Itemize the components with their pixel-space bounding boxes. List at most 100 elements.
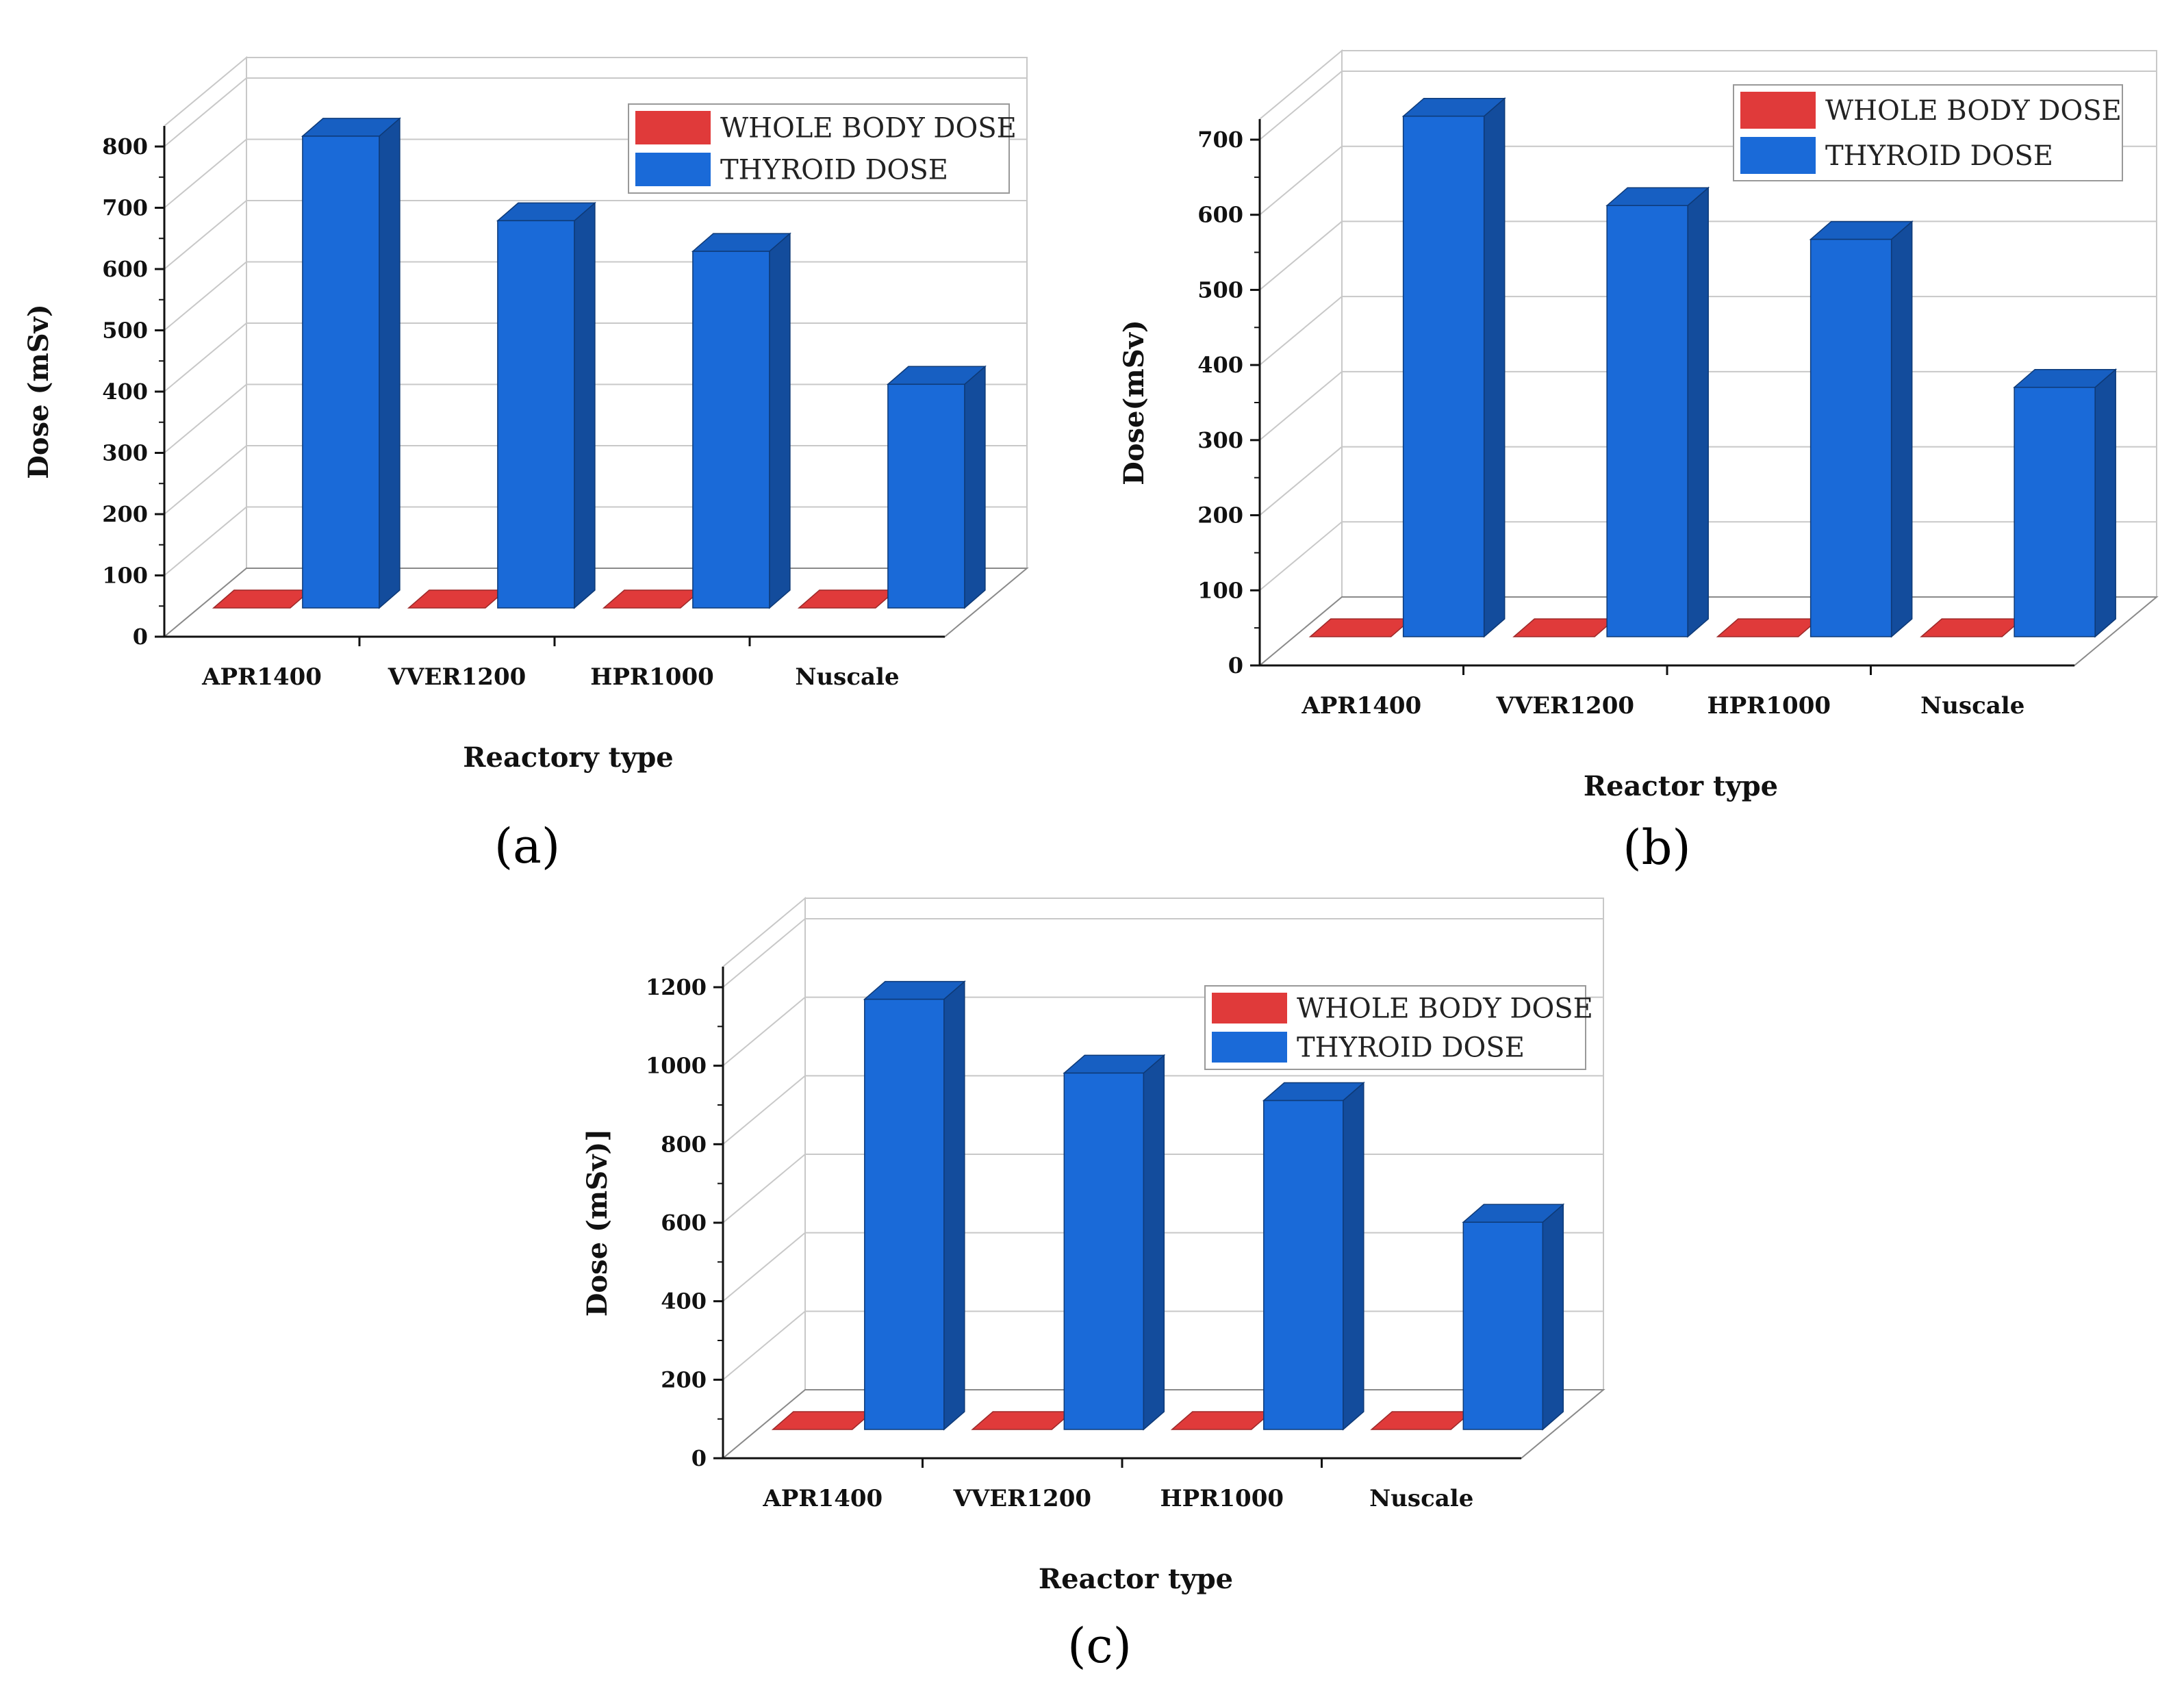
y-tick-label: 100 — [102, 563, 148, 589]
gridline-side — [164, 77, 247, 147]
y-tick-label: 1000 — [646, 1053, 707, 1079]
y-tick-label: 200 — [102, 501, 148, 527]
gridline-side — [164, 383, 247, 454]
bar-front-face — [692, 251, 770, 609]
gridline-side — [1259, 71, 1343, 140]
legend: WHOLE BODY DOSE THYROID DOSE — [1733, 84, 2123, 181]
y-tick-label: 800 — [661, 1131, 707, 1157]
bar-side-face — [379, 117, 401, 609]
y-axis-title: Dose(mSv) — [1118, 320, 1150, 485]
bar-side-face — [769, 232, 791, 609]
legend-label: WHOLE BODY DOSE — [1297, 993, 1593, 1025]
y-tick-label: 600 — [102, 256, 148, 282]
legend-label: WHOLE BODY DOSE — [1825, 95, 2122, 127]
gridline-side — [1259, 220, 1343, 291]
y-tick-label: 400 — [661, 1288, 707, 1314]
bar-side-face — [1343, 1081, 1364, 1431]
x-tick-label: Nuscale — [1920, 692, 2024, 720]
bar-thyroid-nuscale — [1462, 1203, 1565, 1431]
bar-thyroid-vver1200 — [1063, 1054, 1166, 1431]
y-tick-label: 0 — [133, 624, 148, 650]
legend-swatch — [1212, 993, 1287, 1024]
panel-caption: (b) — [1623, 819, 1690, 876]
x-axis-title: Reactory type — [463, 741, 674, 774]
x-tick-label: HPR1000 — [1707, 692, 1831, 720]
chart-panel-b: 0 100 200 300 400 500 600 700 APR1400 VVER1200 HPR… — [1118, 49, 2159, 876]
x-tick-label: APR1400 — [1301, 692, 1421, 720]
bar-thyroid-nuscale — [886, 365, 987, 609]
y-axis-title: Dose (mSv) — [23, 304, 55, 479]
chart-panel-a: 0 100 200 300 400 500 600 700 800 APR1400 VVER1200… — [23, 55, 1029, 874]
gridline-side — [1259, 145, 1343, 216]
x-tick-label: Nuscale — [1369, 1485, 1473, 1512]
y-tick-label: 300 — [102, 440, 148, 466]
bar-front-face — [2014, 386, 2096, 637]
y-tick-label: 700 — [1197, 127, 1243, 153]
bar-thyroid-apr1400 — [1401, 97, 1506, 638]
panel-caption: (a) — [494, 818, 560, 874]
gridline-side — [722, 1154, 806, 1223]
x-tick-label: VVER1200 — [388, 663, 526, 691]
gridline-side — [722, 1310, 806, 1381]
bar-front-face — [1063, 1072, 1145, 1430]
gridline-side — [722, 1232, 806, 1302]
y-tick-label: 300 — [1197, 427, 1243, 453]
gridline-side — [164, 138, 247, 209]
gridline-side — [722, 918, 806, 988]
legend-swatch — [1740, 92, 1816, 129]
bar-side-face — [1542, 1203, 1564, 1431]
chart-panel-c: 0 200 400 600 800 1000 1200 APR1400 VVER1200 HPR1… — [581, 896, 1605, 1674]
x-tick-label: APR1400 — [201, 663, 322, 691]
bar-front-face — [302, 136, 380, 609]
y-axis-title: Dose (mSv)] — [581, 1129, 613, 1317]
bar-side-face — [574, 201, 596, 609]
bar-thyroid-hpr1000 — [1809, 220, 1914, 638]
y-tick-label: 200 — [1197, 503, 1243, 529]
bar-side-face — [943, 980, 965, 1431]
bar-front-face — [497, 220, 575, 609]
side-wall — [722, 896, 806, 1460]
x-tick-label: HPR1000 — [1160, 1485, 1284, 1512]
legend-label: THYROID DOSE — [720, 155, 948, 186]
gridline-side — [1259, 446, 1343, 516]
legend-swatch — [1740, 137, 1816, 174]
bar-thyroid-apr1400 — [301, 117, 401, 609]
gridline-side — [164, 261, 247, 331]
panel-caption: (c) — [1067, 1618, 1132, 1674]
side-wall — [164, 55, 247, 639]
gridline-side — [164, 322, 247, 392]
y-tick-label: 700 — [102, 195, 148, 221]
legend-swatch — [635, 111, 711, 144]
legend: WHOLE BODY DOSE THYROID DOSE — [628, 103, 1017, 194]
x-axis-title: Reactor type — [1039, 1563, 1233, 1595]
bar-side-face — [1687, 186, 1709, 638]
bar-side-face — [1143, 1054, 1165, 1431]
gridline-side — [164, 445, 247, 515]
y-tick-label: 500 — [102, 318, 148, 344]
legend-label: WHOLE BODY DOSE — [720, 113, 1017, 144]
gridline-side — [1259, 296, 1343, 366]
y-tick-label: 0 — [1228, 652, 1243, 678]
legend-swatch — [1212, 1032, 1287, 1063]
gridline-side — [722, 1075, 806, 1145]
x-tick-label: APR1400 — [762, 1485, 883, 1512]
y-tick-label: 0 — [691, 1445, 707, 1471]
x-tick-label: HPR1000 — [590, 663, 714, 691]
bar-side-face — [2094, 368, 2116, 638]
y-tick-label: 100 — [1197, 577, 1243, 603]
legend-label: THYROID DOSE — [1297, 1032, 1525, 1064]
bar-front-face — [1810, 238, 1892, 637]
x-tick-label: VVER1200 — [952, 1485, 1091, 1512]
y-tick-label: 400 — [1197, 352, 1243, 378]
legend: WHOLE BODY DOSE THYROID DOSE — [1204, 985, 1593, 1070]
bar-thyroid-vver1200 — [496, 201, 596, 609]
bar-front-face — [1402, 115, 1485, 637]
bar-side-face — [1890, 220, 1913, 638]
legend-label: THYROID DOSE — [1825, 140, 2053, 172]
gridline-side — [164, 506, 247, 576]
gridline-side — [1259, 521, 1343, 592]
y-tick-label: 1200 — [646, 974, 707, 1000]
x-tick-label: VVER1200 — [1495, 692, 1634, 720]
y-tick-label: 200 — [661, 1366, 707, 1393]
y-tick-label: 600 — [1197, 202, 1243, 228]
